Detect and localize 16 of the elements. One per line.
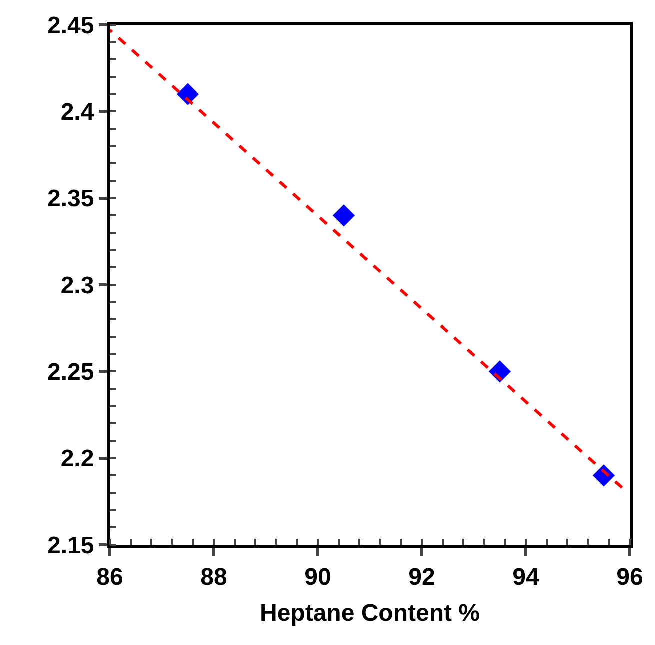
- x-tick-label: 86: [96, 564, 124, 591]
- y-tick-label: 2.25: [47, 359, 94, 386]
- y-tick-label: 2.3: [60, 272, 94, 300]
- y-tick-label: 2.2: [60, 446, 94, 473]
- y-tick-label: 2.15: [47, 532, 94, 560]
- y-tick-label: 2.45: [47, 12, 94, 40]
- x-tick-label: 90: [304, 564, 332, 591]
- y-tick-label: 2.35: [47, 186, 94, 213]
- x-tick-label: 96: [616, 564, 644, 591]
- point: [176, 83, 200, 106]
- x-tick-label: 94: [512, 564, 540, 591]
- point: [332, 204, 356, 227]
- x-tick-label: 92: [408, 564, 436, 591]
- y-tick-label: 2.4: [60, 99, 95, 126]
- x-tick-label: 88: [200, 564, 228, 591]
- x-axis-title: Heptane Content %: [260, 600, 480, 628]
